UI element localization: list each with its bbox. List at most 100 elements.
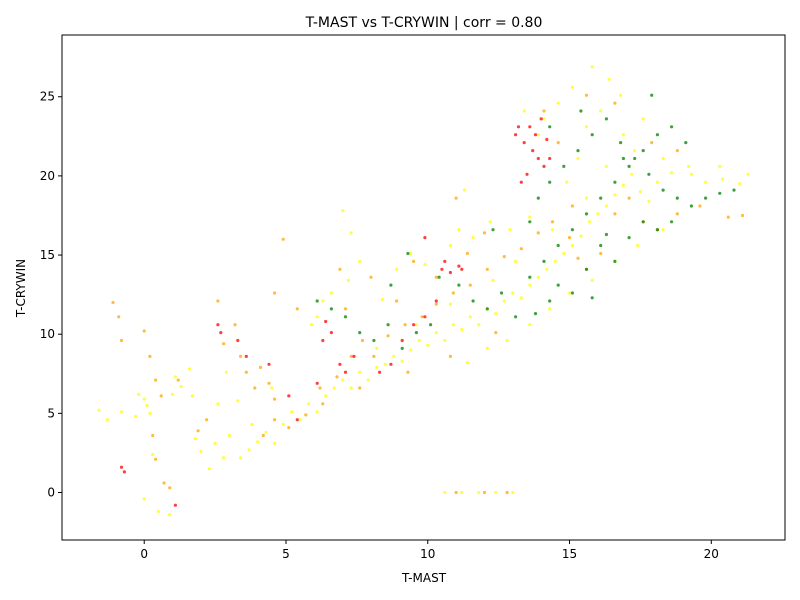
data-point — [576, 156, 580, 161]
data-point — [287, 394, 291, 398]
data-point — [548, 180, 552, 184]
data-point — [482, 231, 487, 235]
data-point — [536, 196, 540, 200]
data-point — [528, 125, 532, 129]
data-point — [590, 296, 594, 300]
data-point — [590, 278, 594, 282]
data-point — [584, 93, 589, 97]
data-point — [732, 188, 736, 192]
data-point — [718, 164, 722, 168]
x-tick-label: 0 — [140, 547, 148, 561]
data-point — [443, 259, 447, 263]
data-point — [721, 177, 725, 181]
data-point — [511, 490, 515, 495]
data-point — [343, 315, 348, 319]
data-point — [423, 236, 427, 240]
data-point — [528, 283, 532, 287]
data-point — [386, 334, 390, 338]
data-point — [619, 93, 623, 97]
data-point — [205, 418, 209, 422]
data-point — [315, 410, 319, 414]
x-axis: 0 5 10 15 20 — [140, 540, 719, 561]
data-point — [570, 291, 575, 295]
data-point — [633, 156, 637, 161]
data-point — [332, 386, 336, 390]
data-point — [738, 182, 742, 186]
chart-title: T-MAST vs T-CRYWIN | corr = 0.80 — [305, 15, 543, 31]
data-point — [409, 251, 413, 256]
data-point — [562, 164, 566, 168]
data-point — [448, 302, 452, 306]
data-point — [207, 467, 211, 471]
data-point — [307, 402, 311, 406]
y-tick-label: 0 — [47, 486, 55, 500]
data-point — [471, 299, 475, 303]
data-point — [633, 149, 637, 153]
data-point — [142, 397, 146, 401]
data-point — [485, 307, 489, 311]
data-point — [414, 331, 418, 335]
data-point — [190, 394, 194, 398]
data-point — [468, 315, 472, 319]
data-point — [434, 275, 438, 279]
data-point — [267, 362, 271, 366]
data-point — [239, 456, 243, 460]
data-point — [576, 256, 580, 260]
data-point — [451, 291, 455, 295]
data-point — [599, 196, 603, 200]
data-point — [134, 414, 138, 419]
data-point — [309, 323, 314, 327]
data-point — [250, 422, 254, 426]
data-point — [338, 362, 342, 366]
data-point — [448, 270, 452, 275]
x-tick-label: 15 — [562, 547, 577, 561]
data-point — [375, 346, 379, 350]
data-point — [349, 231, 353, 235]
data-point — [247, 448, 251, 452]
data-point — [661, 228, 665, 232]
data-point — [335, 375, 339, 379]
data-point — [372, 338, 376, 343]
data-point — [358, 386, 362, 390]
data-point — [576, 149, 580, 153]
data-point — [599, 243, 603, 248]
data-point — [145, 403, 149, 407]
data-point — [545, 137, 549, 142]
data-point — [584, 196, 589, 200]
data-point — [567, 236, 572, 240]
data-point — [168, 513, 172, 517]
data-point — [429, 323, 433, 327]
data-point — [273, 291, 277, 295]
data-point — [650, 93, 654, 97]
data-point — [556, 101, 560, 105]
data-point — [494, 331, 498, 335]
data-point — [746, 172, 750, 176]
data-point — [613, 259, 617, 263]
data-point — [142, 329, 146, 333]
data-point — [675, 149, 679, 153]
data-point — [392, 354, 396, 358]
data-point — [173, 503, 177, 507]
data-point — [590, 133, 594, 137]
data-point — [358, 331, 362, 335]
data-point — [454, 490, 458, 495]
data-point — [321, 402, 325, 406]
data-point — [565, 180, 569, 184]
data-point — [587, 220, 592, 224]
data-point — [550, 220, 555, 224]
data-point — [434, 302, 438, 306]
data-point — [281, 422, 285, 426]
data-point — [465, 361, 469, 365]
data-point — [151, 452, 155, 457]
data-point — [154, 378, 158, 382]
data-point — [468, 283, 472, 287]
data-point — [171, 392, 175, 396]
data-point — [579, 109, 583, 113]
data-point — [451, 323, 455, 327]
data-point — [383, 362, 387, 366]
data-point — [704, 180, 708, 184]
data-point — [304, 413, 308, 417]
data-point — [193, 437, 197, 441]
data-point — [349, 354, 353, 358]
data-point — [460, 490, 464, 495]
